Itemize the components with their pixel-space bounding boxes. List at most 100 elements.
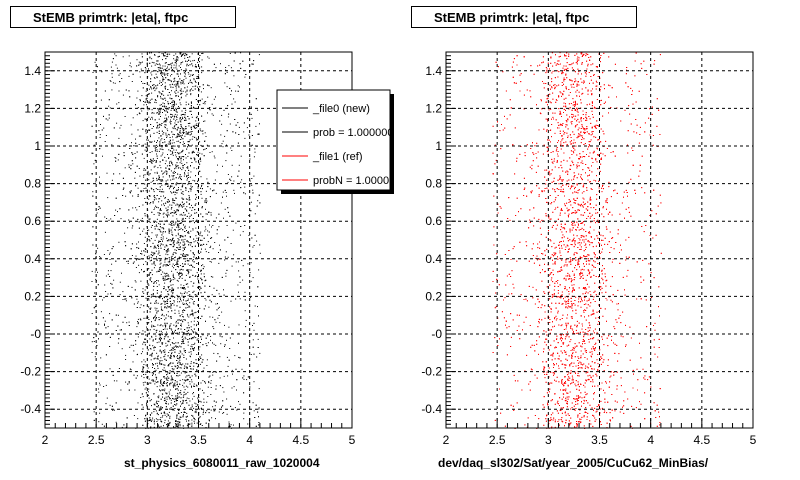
left-data-point: [186, 230, 187, 231]
left-data-point: [225, 275, 227, 277]
left-data-point: [150, 72, 152, 74]
left-data-point: [180, 223, 182, 224]
left-data-point: [175, 400, 177, 402]
left-data-point: [188, 217, 190, 219]
left-data-point: [177, 355, 178, 356]
left-data-point: [211, 237, 213, 239]
left-data-point: [181, 266, 183, 268]
left-data-point: [162, 231, 164, 232]
left-data-point: [170, 291, 172, 293]
left-data-point: [119, 208, 121, 210]
left-data-point: [180, 287, 182, 289]
left-data-point: [184, 260, 186, 262]
left-data-point: [99, 148, 101, 150]
left-data-point: [164, 377, 166, 379]
left-data-point: [162, 389, 164, 391]
left-data-point: [231, 369, 233, 371]
left-data-point: [201, 207, 203, 209]
left-data-point: [215, 321, 217, 323]
left-data-point: [190, 363, 192, 365]
left-data-point: [175, 120, 177, 122]
left-data-point: [202, 344, 204, 346]
left-data-point: [186, 375, 188, 377]
left-data-point: [208, 412, 210, 414]
left-data-point: [158, 296, 159, 298]
left-data-point: [191, 375, 193, 377]
left-data-point: [159, 82, 160, 84]
left-data-point: [159, 64, 161, 66]
left-data-point: [174, 384, 176, 386]
left-data-point: [168, 134, 170, 136]
left-data-point: [178, 106, 179, 108]
left-data-point: [164, 121, 166, 123]
left-data-point: [177, 242, 179, 244]
left-data-point: [156, 421, 158, 422]
left-data-point: [201, 239, 203, 241]
left-data-point: [193, 383, 195, 385]
left-data-point: [201, 184, 203, 186]
left-data-point: [158, 150, 160, 152]
left-data-point: [188, 324, 190, 326]
left-data-point: [178, 225, 180, 227]
left-data-point: [104, 284, 106, 286]
left-data-point: [105, 118, 107, 120]
left-data-point: [156, 413, 158, 415]
left-data-point: [164, 171, 166, 173]
left-data-point: [197, 276, 198, 278]
left-data-point: [200, 244, 202, 246]
left-data-point: [168, 228, 170, 230]
left-data-point: [156, 60, 158, 62]
left-data-point: [168, 229, 170, 231]
left-data-point: [151, 141, 153, 143]
left-data-point: [157, 356, 159, 358]
left-data-point: [172, 254, 174, 256]
left-data-point: [208, 252, 210, 253]
left-data-point: [165, 401, 167, 403]
left-data-point: [151, 98, 153, 100]
left-data-point: [167, 372, 169, 374]
left-data-point: [163, 272, 165, 274]
left-data-point: [149, 134, 151, 136]
left-data-point: [130, 124, 132, 126]
left-data-point: [167, 291, 169, 292]
left-data-point: [198, 416, 200, 418]
left-data-point: [118, 153, 120, 155]
left-data-point: [138, 247, 140, 249]
left-data-point: [175, 423, 176, 425]
left-data-point: [175, 63, 177, 65]
left-data-point: [152, 381, 154, 383]
left-data-point: [178, 312, 180, 314]
left-data-point: [174, 103, 175, 105]
left-data-point: [176, 259, 178, 261]
left-data-point: [164, 126, 166, 128]
left-data-point: [156, 142, 157, 143]
left-data-point: [192, 291, 194, 293]
left-data-point: [99, 384, 101, 386]
left-data-point: [176, 266, 178, 267]
left-data-point: [112, 246, 114, 248]
left-data-point: [164, 351, 166, 353]
left-data-point: [187, 339, 189, 340]
left-data-point: [186, 167, 188, 169]
left-data-point: [176, 264, 178, 266]
left-data-point: [181, 169, 183, 171]
left-data-point: [170, 109, 172, 111]
left-data-point: [200, 144, 202, 146]
left-data-point: [150, 307, 152, 309]
left-data-point: [112, 374, 114, 376]
left-data-point: [206, 365, 208, 366]
left-data-point: [149, 141, 150, 143]
left-data-point: [135, 207, 137, 209]
left-data-point: [164, 65, 166, 67]
left-data-point: [155, 363, 156, 365]
left-data-point: [180, 121, 182, 123]
left-data-point: [115, 160, 117, 162]
left-data-point: [201, 185, 202, 187]
left-data-point: [179, 236, 181, 238]
left-data-point: [108, 332, 109, 334]
left-data-point: [174, 223, 176, 225]
left-data-point: [179, 276, 181, 278]
left-data-point: [181, 331, 183, 333]
left-data-point: [135, 185, 137, 187]
left-data-point: [195, 203, 197, 205]
